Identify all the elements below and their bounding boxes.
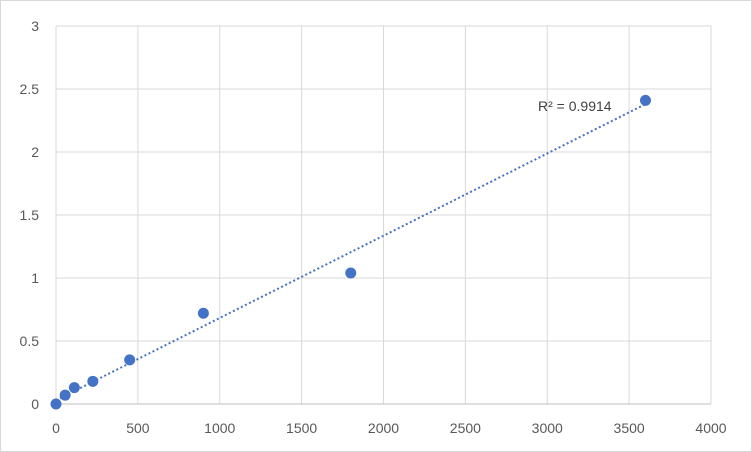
y-tick-label: 3 <box>31 18 39 34</box>
x-tick-label: 500 <box>126 420 150 436</box>
x-tick-label: 1000 <box>204 420 235 436</box>
data-point <box>50 398 62 410</box>
axes <box>55 26 711 405</box>
x-tick-label: 1500 <box>286 420 317 436</box>
y-tick-label: 0 <box>31 396 39 412</box>
x-tick-label: 2000 <box>368 420 399 436</box>
y-tick-label: 1.5 <box>20 207 40 223</box>
y-tick-labels: 0 0.5 1 1.5 2 2.5 3 <box>20 18 40 412</box>
data-point <box>197 307 209 319</box>
y-tick-label: 2 <box>31 144 39 160</box>
r-squared-label: R² = 0.9914 <box>538 98 612 114</box>
gridlines <box>56 25 712 404</box>
trendline-group <box>55 103 646 402</box>
trendline <box>55 103 646 402</box>
data-point <box>87 375 99 387</box>
y-tick-label: 0.5 <box>20 333 40 349</box>
data-point <box>640 94 651 106</box>
x-tick-label: 2500 <box>450 420 481 436</box>
data-point <box>345 267 357 279</box>
y-tick-label: 2.5 <box>20 81 40 97</box>
x-tick-label: 0 <box>52 420 60 436</box>
x-tick-label: 3000 <box>532 420 563 436</box>
x-tick-label: 4000 <box>695 420 726 436</box>
x-tick-labels: 0 500 1000 1500 2000 2500 3000 3500 4000 <box>52 420 727 436</box>
y-tick-label: 1 <box>31 270 39 286</box>
data-point <box>124 354 136 366</box>
data-point <box>68 382 80 394</box>
data-points <box>50 94 651 410</box>
data-point <box>59 389 71 401</box>
x-tick-label: 3500 <box>614 420 645 436</box>
